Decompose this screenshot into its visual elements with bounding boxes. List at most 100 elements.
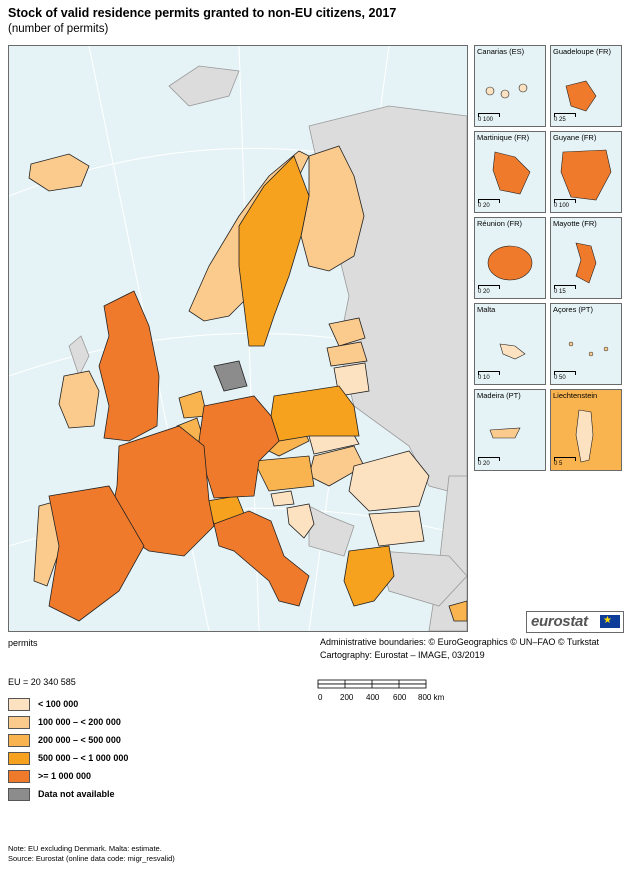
legend-swatch (8, 751, 30, 765)
legend-label: Data not available (38, 789, 115, 799)
legend-label: 500 000 – < 1 000 000 (38, 753, 129, 763)
inset-maps: Canarias (ES) 0 100 Guadeloupe (FR) 0 25… (474, 45, 624, 471)
region-denmark (213, 360, 248, 392)
region-italy (213, 510, 310, 607)
inset-label: Mayotte (FR) (553, 219, 597, 228)
credits-line-1: Administrative boundaries: © EuroGeograp… (320, 637, 600, 647)
scale-tick: 400 (366, 693, 380, 702)
inset-canarias: Canarias (ES) 0 100 (474, 45, 546, 127)
inset-label: Martinique (FR) (477, 133, 530, 142)
legend-total: EU = 20 340 585 (8, 677, 76, 687)
inset-shape (485, 83, 528, 99)
scale-bar: 0 200 400 600 800 km (316, 678, 466, 708)
map-subtitle: (number of permits) (8, 23, 109, 35)
inset-shape (565, 80, 597, 112)
inset-guyane: Guyane (FR) 0 100 (550, 131, 622, 213)
inset-scale: 0 20 (478, 457, 500, 467)
inset-shape (575, 242, 597, 284)
note-line-1: Note: EU excluding Denmark. Malta: estim… (8, 844, 162, 853)
inset-guadeloupe: Guadeloupe (FR) 0 25 (550, 45, 622, 127)
countries-na (213, 360, 248, 392)
legend: EU = 20 340 585 < 100 000 100 000 – < 20… (8, 677, 128, 803)
inset-scale: 0 20 (478, 199, 500, 209)
legend-label: 100 000 – < 200 000 (38, 717, 121, 727)
countries-ge-1m (48, 290, 310, 622)
region-cyprus (448, 600, 467, 622)
region-united-kingdom (98, 290, 160, 442)
inset-shape (492, 151, 531, 195)
inset-scale: 0 50 (554, 371, 576, 381)
map-title: Stock of valid residence permits granted… (8, 6, 397, 20)
inset-mayotte: Mayotte (FR) 0 15 (550, 217, 622, 299)
legend-swatch (8, 787, 30, 801)
credits: Administrative boundaries: © EuroGeograp… (320, 636, 599, 662)
eurostat-logo: eurostat ★ (526, 611, 624, 633)
inset-label: Réunion (FR) (477, 219, 523, 228)
inset-scale: 0 5 (554, 457, 576, 467)
inset-shape (487, 245, 533, 281)
legend-swatch (8, 715, 30, 729)
region-croatia (286, 503, 315, 539)
inset-label: Guyane (FR) (553, 133, 597, 142)
scale-tick: 200 (340, 693, 354, 702)
region-bulgaria (368, 510, 425, 547)
region-slovenia (270, 490, 295, 507)
scale-tick: 600 (393, 693, 407, 702)
inset-label: Açores (PT) (553, 305, 594, 314)
legend-item: 200 000 – < 500 000 (8, 731, 128, 749)
inset-label: Canarias (ES) (477, 47, 525, 56)
inset-reunion: Réunion (FR) 0 20 (474, 217, 546, 299)
unit-label: permits (8, 638, 38, 648)
legend-item: 500 000 – < 1 000 000 (8, 749, 128, 767)
inset-shape (499, 343, 526, 360)
legend-item: < 100 000 (8, 695, 128, 713)
inset-acores: Açores (PT) 0 50 (550, 303, 622, 385)
inset-scale: 0 100 (554, 199, 576, 209)
legend-label: < 100 000 (38, 699, 79, 709)
legend-swatch (8, 697, 30, 711)
eu-flag-icon: ★ (600, 615, 620, 628)
legend-label: 200 000 – < 500 000 (38, 735, 121, 745)
inset-shape (560, 149, 612, 201)
inset-shape (568, 341, 609, 357)
legend-swatch (8, 733, 30, 747)
inset-martinique: Martinique (FR) 0 20 (474, 131, 546, 213)
legend-item: >= 1 000 000 (8, 767, 128, 785)
scale-tick: 0 (318, 693, 323, 702)
notes: Note: EU excluding Denmark. Malta: estim… (8, 844, 175, 864)
logo-text: eurostat (531, 613, 588, 630)
region-austria (253, 455, 315, 492)
legend-item: Data not available (8, 785, 128, 803)
inset-shape (575, 409, 594, 463)
note-line-2: Source: Eurostat (online data code: migr… (8, 854, 175, 863)
region-greece (343, 545, 395, 607)
main-map (8, 45, 468, 632)
inset-liechtenstein: Liechtenstein 0 5 (550, 389, 622, 471)
legend-label: >= 1 000 000 (38, 771, 92, 781)
scale-bar-graphic: 0 200 400 600 800 km (317, 679, 445, 702)
region-ireland (58, 370, 100, 429)
credits-line-2: Cartography: Eurostat – IMAGE, 03/2019 (320, 650, 485, 660)
region-romania (348, 450, 430, 512)
inset-label: Malta (477, 305, 496, 314)
inset-scale: 0 15 (554, 285, 576, 295)
inset-scale: 0 25 (554, 113, 576, 123)
region-estonia (328, 317, 366, 347)
inset-scale: 0 10 (478, 371, 500, 381)
inset-shape (489, 427, 521, 439)
inset-scale: 0 20 (478, 285, 500, 295)
inset-label: Guadeloupe (FR) (553, 47, 611, 56)
scale-tick: 800 km (418, 693, 445, 702)
inset-scale: 0 100 (478, 113, 500, 123)
region-iceland (28, 153, 90, 192)
region-sweden (238, 155, 310, 347)
region-spain (48, 485, 145, 622)
countries-500k-1m (206, 155, 395, 607)
legend-item: 100 000 – < 200 000 (8, 713, 128, 731)
region-latvia (326, 341, 368, 367)
inset-madeira: Madeira (PT) 0 20 (474, 389, 546, 471)
inset-label: Madeira (PT) (477, 391, 521, 400)
europe-map-svg (9, 46, 467, 631)
inset-label: Liechtenstein (553, 391, 598, 400)
legend-swatch (8, 769, 30, 783)
